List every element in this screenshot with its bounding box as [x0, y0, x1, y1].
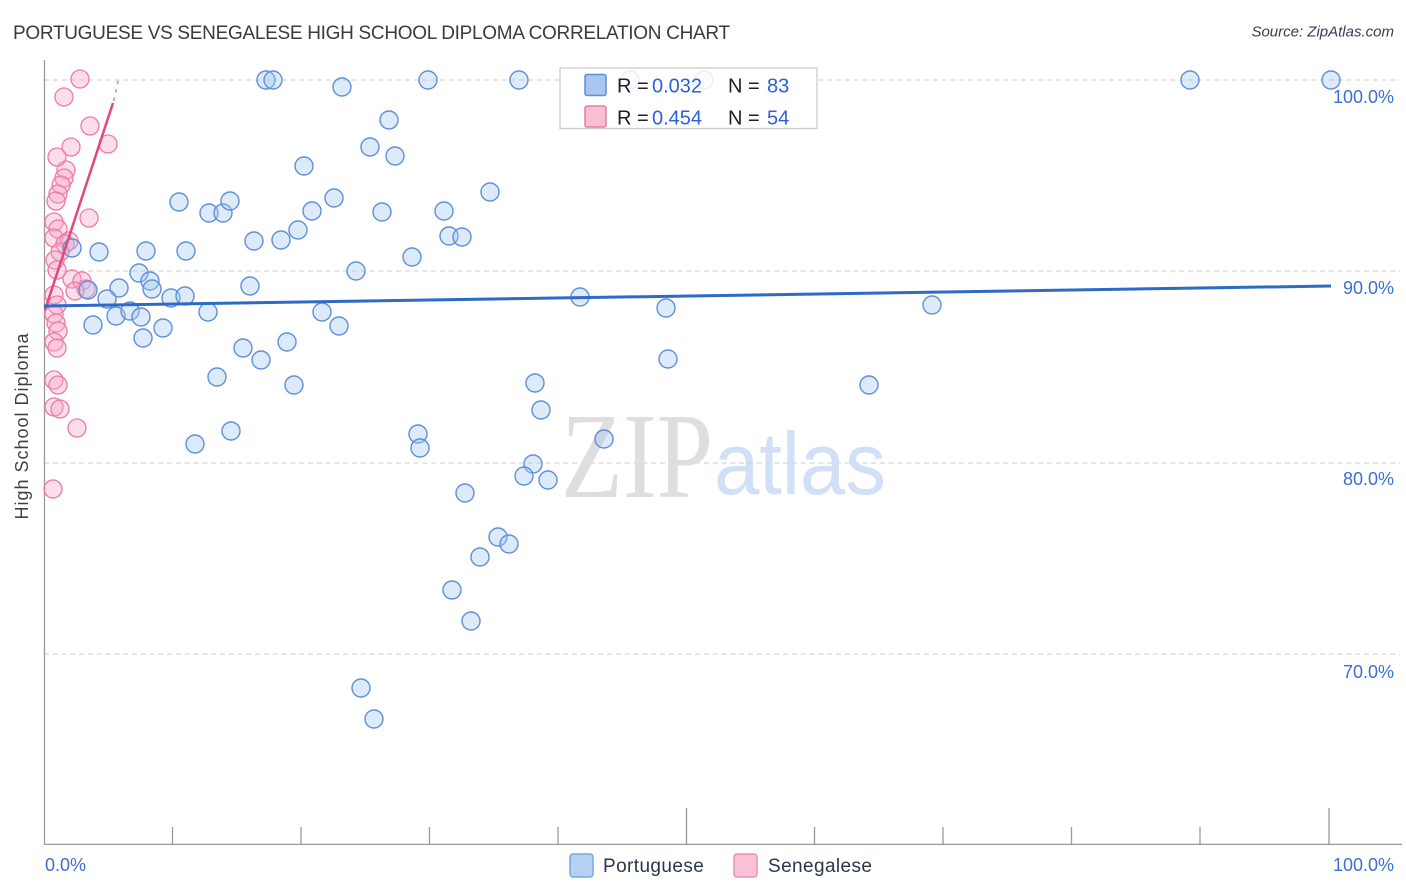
svg-text:Senegalese: Senegalese [768, 856, 872, 877]
svg-text:atlas: atlas [714, 414, 886, 513]
svg-text:100.0%: 100.0% [1333, 855, 1394, 875]
svg-text:ZIP: ZIP [561, 389, 713, 524]
svg-text:R = 0.454: R = 0.454 [617, 108, 702, 130]
svg-text:N = 83: N = 83 [728, 76, 789, 98]
svg-text:80.0%: 80.0% [1343, 469, 1394, 489]
svg-text:Source: ZipAtlas.com: Source: ZipAtlas.com [1251, 24, 1394, 41]
svg-text:100.0%: 100.0% [1333, 87, 1394, 107]
svg-text:70.0%: 70.0% [1343, 662, 1394, 682]
svg-text:High School Diploma: High School Diploma [12, 332, 32, 519]
svg-text:PORTUGUESE VS SENEGALESE HIGH: PORTUGUESE VS SENEGALESE HIGH SCHOOL DIP… [13, 23, 730, 44]
svg-text:Portuguese: Portuguese [603, 856, 704, 877]
svg-text:0.0%: 0.0% [45, 855, 86, 875]
svg-text:N = 54: N = 54 [728, 108, 789, 130]
svg-text:R = 0.032: R = 0.032 [617, 76, 702, 98]
svg-text:90.0%: 90.0% [1343, 278, 1394, 298]
